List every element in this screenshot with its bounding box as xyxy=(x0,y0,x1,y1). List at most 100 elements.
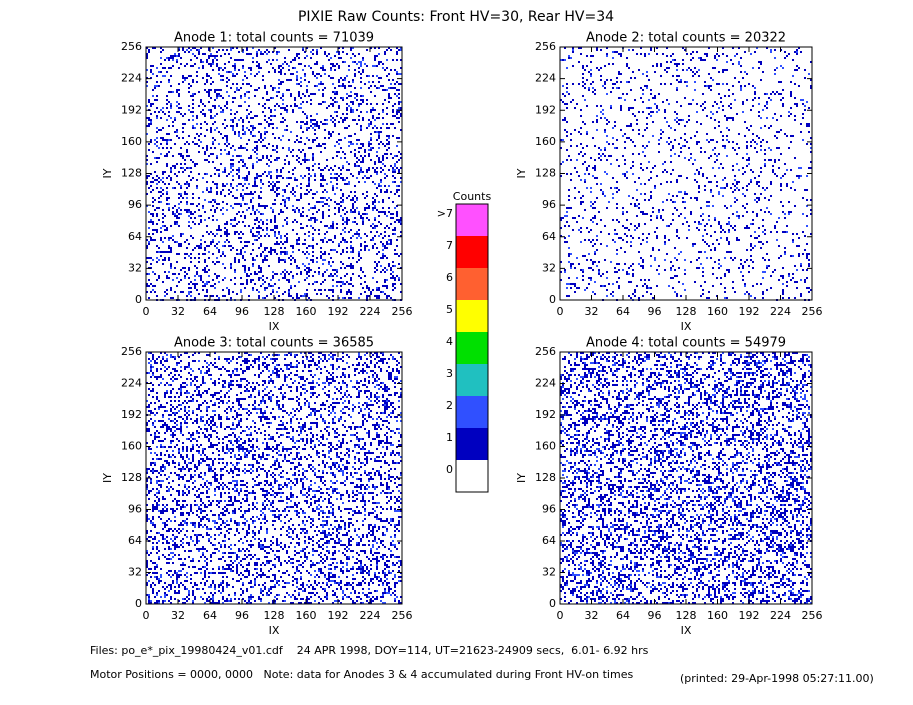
y-tick-label: 256 xyxy=(121,345,142,358)
x-tick-label: 32 xyxy=(585,609,599,622)
y-tick-label: 160 xyxy=(535,440,556,453)
colorbar-swatch xyxy=(456,204,488,236)
x-tick-label: 96 xyxy=(235,609,249,622)
y-axis-label: IY xyxy=(515,168,528,178)
x-tick-label: 192 xyxy=(739,609,760,622)
colorbar-label: 0 xyxy=(446,463,453,476)
panel-title: Anode 4: total counts = 54979 xyxy=(586,336,786,351)
count-texture xyxy=(146,352,402,604)
x-tick-label: 0 xyxy=(557,305,564,318)
x-axis-label: IX xyxy=(681,320,692,333)
colorbar-swatch xyxy=(456,332,488,364)
x-tick-label: 192 xyxy=(739,305,760,318)
x-tick-label: 32 xyxy=(585,305,599,318)
y-axis-label: IY xyxy=(515,473,528,483)
x-tick-label: 192 xyxy=(328,609,349,622)
colorbar-swatch xyxy=(456,396,488,428)
y-tick-label: 128 xyxy=(121,167,142,180)
colorbar-label: >7 xyxy=(437,207,453,220)
x-tick-label: 96 xyxy=(648,305,662,318)
y-tick-label: 128 xyxy=(121,471,142,484)
x-tick-label: 256 xyxy=(802,305,823,318)
y-tick-label: 96 xyxy=(542,503,556,516)
x-tick-label: 128 xyxy=(676,305,697,318)
x-tick-label: 0 xyxy=(143,305,150,318)
y-tick-label: 160 xyxy=(121,440,142,453)
x-tick-label: 64 xyxy=(203,609,217,622)
x-tick-label: 256 xyxy=(802,609,823,622)
y-tick-label: 96 xyxy=(128,198,142,211)
colorbar-swatch xyxy=(456,460,488,492)
y-tick-label: 64 xyxy=(128,230,142,243)
count-texture xyxy=(146,352,402,604)
panel-title: Anode 2: total counts = 20322 xyxy=(586,31,786,46)
panel-title: Anode 3: total counts = 36585 xyxy=(174,336,374,351)
footer-files: Files: po_e*_pix_19980424_v01.cdf 24 APR… xyxy=(90,644,649,657)
y-tick-label: 128 xyxy=(535,167,556,180)
x-tick-label: 256 xyxy=(392,305,413,318)
x-tick-label: 160 xyxy=(296,609,317,622)
colorbar-swatch xyxy=(456,300,488,332)
x-tick-label: 160 xyxy=(707,305,728,318)
colorbar-label: 3 xyxy=(446,367,453,380)
y-tick-label: 64 xyxy=(542,534,556,547)
count-texture xyxy=(560,352,812,604)
footer-motor: Motor Positions = 0000, 0000 Note: data … xyxy=(90,668,633,681)
y-tick-label: 32 xyxy=(542,566,556,579)
y-tick-label: 32 xyxy=(128,566,142,579)
count-texture xyxy=(146,47,402,301)
x-tick-label: 128 xyxy=(264,305,285,318)
x-tick-label: 128 xyxy=(676,609,697,622)
colorbar-frame xyxy=(455,203,489,493)
plot-frame xyxy=(145,46,403,301)
y-axis-label: IY xyxy=(101,168,114,178)
y-tick-label: 0 xyxy=(549,293,556,306)
y-tick-label: 96 xyxy=(128,503,142,516)
y-axis-label: IY xyxy=(101,473,114,483)
colorbar-swatch xyxy=(456,236,488,268)
y-tick-label: 64 xyxy=(128,534,142,547)
x-tick-label: 256 xyxy=(392,609,413,622)
y-tick-label: 192 xyxy=(121,408,142,421)
x-tick-label: 0 xyxy=(557,609,564,622)
colorbar-label: 5 xyxy=(446,303,453,316)
y-tick-label: 224 xyxy=(121,72,142,85)
y-tick-label: 64 xyxy=(542,230,556,243)
x-tick-label: 128 xyxy=(264,609,285,622)
y-tick-label: 224 xyxy=(535,377,556,390)
x-axis-label: IX xyxy=(269,624,280,637)
x-tick-label: 224 xyxy=(770,609,791,622)
colorbar-label: 2 xyxy=(446,399,453,412)
y-tick-label: 160 xyxy=(121,135,142,148)
colorbar-label: 1 xyxy=(446,431,453,444)
y-tick-label: 32 xyxy=(542,261,556,274)
y-tick-label: 32 xyxy=(128,261,142,274)
x-axis-label: IX xyxy=(681,624,692,637)
y-tick-label: 160 xyxy=(535,135,556,148)
colorbar-swatch xyxy=(456,268,488,300)
colorbar-swatch xyxy=(456,364,488,396)
y-tick-label: 0 xyxy=(135,293,142,306)
x-tick-label: 64 xyxy=(616,609,630,622)
y-tick-label: 192 xyxy=(535,408,556,421)
x-tick-label: 96 xyxy=(648,609,662,622)
x-tick-label: 0 xyxy=(143,609,150,622)
y-tick-label: 256 xyxy=(535,40,556,53)
x-axis-label: IX xyxy=(269,320,280,333)
count-texture xyxy=(146,47,402,301)
x-tick-label: 160 xyxy=(707,609,728,622)
x-tick-label: 224 xyxy=(360,609,381,622)
y-tick-label: 256 xyxy=(121,40,142,53)
count-texture xyxy=(560,352,812,604)
y-tick-label: 192 xyxy=(121,103,142,116)
y-tick-label: 224 xyxy=(535,72,556,85)
x-tick-label: 64 xyxy=(616,305,630,318)
colorbar-label: 4 xyxy=(446,335,453,348)
x-tick-label: 96 xyxy=(235,305,249,318)
y-tick-label: 0 xyxy=(135,597,142,610)
panel-title: Anode 1: total counts = 71039 xyxy=(174,31,374,46)
x-tick-label: 224 xyxy=(770,305,791,318)
x-tick-label: 32 xyxy=(171,305,185,318)
footer-printed: (printed: 29-Apr-1998 05:27:11.00) xyxy=(680,672,874,685)
